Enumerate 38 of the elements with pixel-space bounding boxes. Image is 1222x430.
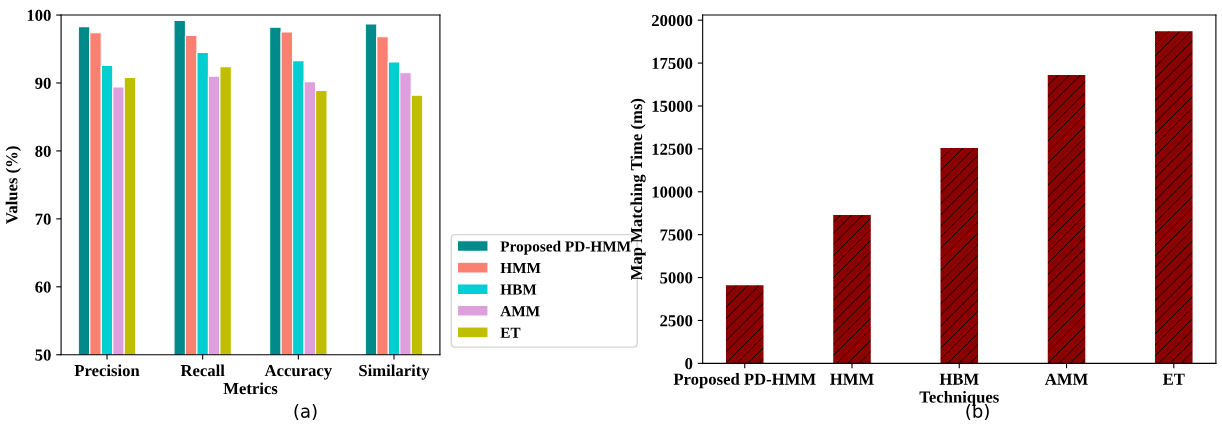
bar	[1155, 31, 1193, 364]
y-tick-label: 20000	[651, 14, 693, 27]
y-tick-label: 60	[35, 281, 51, 293]
legend-label: HBM	[500, 284, 537, 295]
y-tick-label: 70	[35, 213, 51, 225]
x-tick-label: Proposed PD-HMM	[673, 373, 816, 389]
bar	[725, 285, 764, 364]
x-tick-label: Recall	[180, 364, 225, 377]
y-tick-label: 5000	[660, 272, 693, 284]
y-tick-label: 50	[35, 349, 51, 361]
x-axis-title: Metrics	[223, 382, 278, 395]
bar	[940, 148, 979, 364]
x-tick-label: HBM	[939, 373, 979, 385]
y-tick-label: 10000	[652, 186, 693, 198]
y-tick-label: 90	[35, 77, 51, 89]
legend-label: AMM	[500, 306, 540, 317]
x-tick-label: ET	[1162, 373, 1185, 385]
x-tick-label: Precision	[74, 364, 140, 377]
y-tick-label: 15000	[652, 100, 693, 112]
x-tick-label: Accuracy	[264, 364, 332, 380]
y-tick-label: 2500	[660, 315, 693, 327]
x-tick-label: AMM	[1044, 373, 1088, 385]
legend-label: Proposed PD-HMM	[500, 240, 631, 255]
x-tick-label: Similarity	[359, 364, 430, 380]
legend-label: HMM	[500, 262, 541, 273]
y-tick-label: 100	[27, 9, 51, 21]
bar	[1047, 75, 1086, 364]
bar	[833, 214, 871, 364]
legend-label: ET	[500, 327, 521, 338]
y-tick-label: 80	[35, 145, 51, 157]
y-axis-title: Values (%)	[5, 146, 21, 224]
x-tick-label: HMM	[830, 373, 874, 385]
text: (a)	[294, 403, 317, 421]
y-tick-label: 12500	[652, 143, 693, 155]
y-tick-label: 0	[685, 358, 693, 370]
y-tick-label: 7500	[660, 229, 693, 241]
y-axis-title: Map Matching Time (ms)	[630, 98, 646, 281]
y-tick-label: 17500	[652, 57, 693, 70]
